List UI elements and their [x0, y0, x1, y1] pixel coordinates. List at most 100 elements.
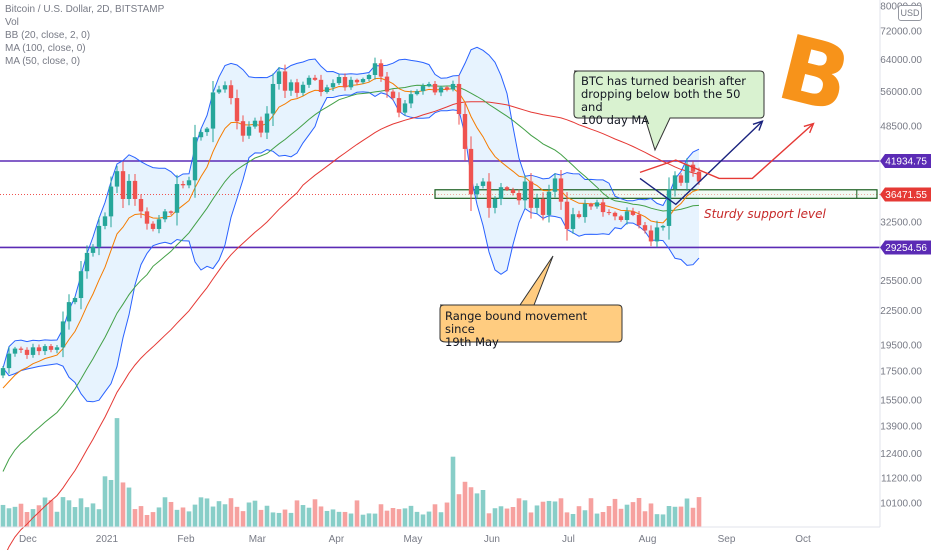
volume-bar: [366, 513, 372, 527]
volume-bar: [648, 503, 654, 527]
candle-body: [42, 346, 48, 352]
candle-body: [222, 85, 228, 90]
volume-bar: [180, 507, 186, 527]
candle-body: [96, 225, 102, 248]
candle-body: [360, 79, 366, 83]
support-label: Sturdy support level: [704, 207, 826, 221]
volume-bar: [516, 498, 522, 527]
candle-body: [144, 211, 150, 224]
volume-bar: [276, 512, 282, 527]
candle-body: [444, 87, 450, 90]
legend-title: Bitcoin / U.S. Dollar, 2D, BITSTAMP: [5, 4, 165, 15]
price-tick-label: 10100.00: [880, 498, 922, 509]
bullish-path-blue: [639, 120, 763, 206]
price-tag: [880, 240, 931, 255]
range-callout-line: Range bound movement since: [445, 309, 588, 336]
volume-bar: [42, 497, 48, 527]
currency-button[interactable]: USD: [898, 5, 922, 21]
candle-body: [546, 191, 552, 215]
volume-bar: [240, 511, 246, 527]
time-tick-label: Feb: [177, 534, 195, 545]
volume-bar: [372, 513, 378, 527]
candle-body: [486, 181, 492, 208]
candle-body: [6, 353, 12, 369]
ma100-line: [4, 101, 700, 555]
candle-body: [624, 211, 630, 220]
candle-body: [516, 193, 522, 201]
volume-bar: [252, 500, 258, 527]
volume-bar: [402, 508, 408, 527]
volume-bar: [6, 508, 12, 527]
legend-vol: Vol: [5, 17, 19, 28]
candle-body: [498, 187, 504, 199]
volume-bar: [108, 479, 114, 527]
legend-bb: BB (20, close, 2, 0): [5, 30, 91, 41]
legend-ma100: MA (100, close, 0): [5, 43, 86, 54]
candle-body: [594, 202, 600, 207]
bullish-path-red: [639, 123, 814, 180]
candle-body: [84, 252, 90, 272]
volume-bar: [198, 497, 204, 527]
volume-bar: [456, 494, 462, 527]
candle-body: [126, 180, 132, 199]
volume-bar: [270, 512, 276, 527]
candle-body: [576, 214, 582, 218]
candle-body: [300, 84, 306, 93]
volume-bar: [66, 500, 72, 527]
candle-body: [630, 211, 636, 215]
volume-bar: [348, 513, 354, 527]
volume-bar: [138, 506, 144, 527]
time-tick-label: Jul: [562, 534, 575, 545]
volume-bar: [618, 508, 624, 527]
volume-bar: [600, 512, 606, 527]
candle-body: [390, 91, 396, 99]
volume-bar: [384, 510, 390, 527]
price-tick-label: 32500.00: [880, 218, 922, 229]
candle-body: [108, 186, 114, 217]
volume-bar: [426, 511, 432, 527]
volume-bar: [480, 490, 486, 527]
volume-bar: [504, 508, 510, 527]
volume-bar: [390, 508, 396, 527]
candle-body: [414, 91, 420, 95]
volume-bar: [678, 506, 684, 527]
bearish-callout-line: dropping below both the 50 and: [581, 87, 741, 114]
volume-bar: [642, 511, 648, 527]
candle-body: [468, 148, 474, 195]
price-tick-label: 12400.00: [880, 449, 922, 460]
candle-body: [396, 98, 402, 113]
candle-body: [606, 212, 612, 214]
candle-body: [654, 227, 660, 242]
volume-bar: [132, 509, 138, 527]
volume-bar: [420, 514, 426, 527]
volume-bar: [126, 487, 132, 527]
volume-bar: [288, 512, 294, 527]
candle-body: [186, 180, 192, 186]
candle-body: [150, 223, 156, 229]
volume-bar: [534, 505, 540, 527]
price-tick-label: 15500.00: [880, 395, 922, 406]
volume-bar: [468, 487, 474, 527]
volume-bar: [24, 512, 30, 527]
volume-bar: [432, 504, 438, 527]
candle-body: [492, 198, 498, 208]
volume-bar: [558, 498, 564, 527]
candle-body: [252, 120, 258, 127]
volume-bar: [438, 512, 444, 527]
candle-body: [522, 181, 528, 201]
volume-bar: [216, 501, 222, 527]
bearish-callout-box: [573, 70, 765, 152]
candle-body: [450, 83, 456, 90]
time-tick-label: Dec: [19, 534, 37, 545]
volume-bar: [192, 504, 198, 527]
candle-body: [162, 211, 168, 220]
volume-bar: [444, 502, 450, 527]
candle-body: [12, 348, 18, 354]
candle-body: [36, 347, 42, 352]
candle-body: [90, 247, 96, 253]
candle-body: [372, 63, 378, 76]
range-callout-text: Range bound movement since 19th May: [445, 310, 615, 349]
volume-bar: [264, 505, 270, 527]
